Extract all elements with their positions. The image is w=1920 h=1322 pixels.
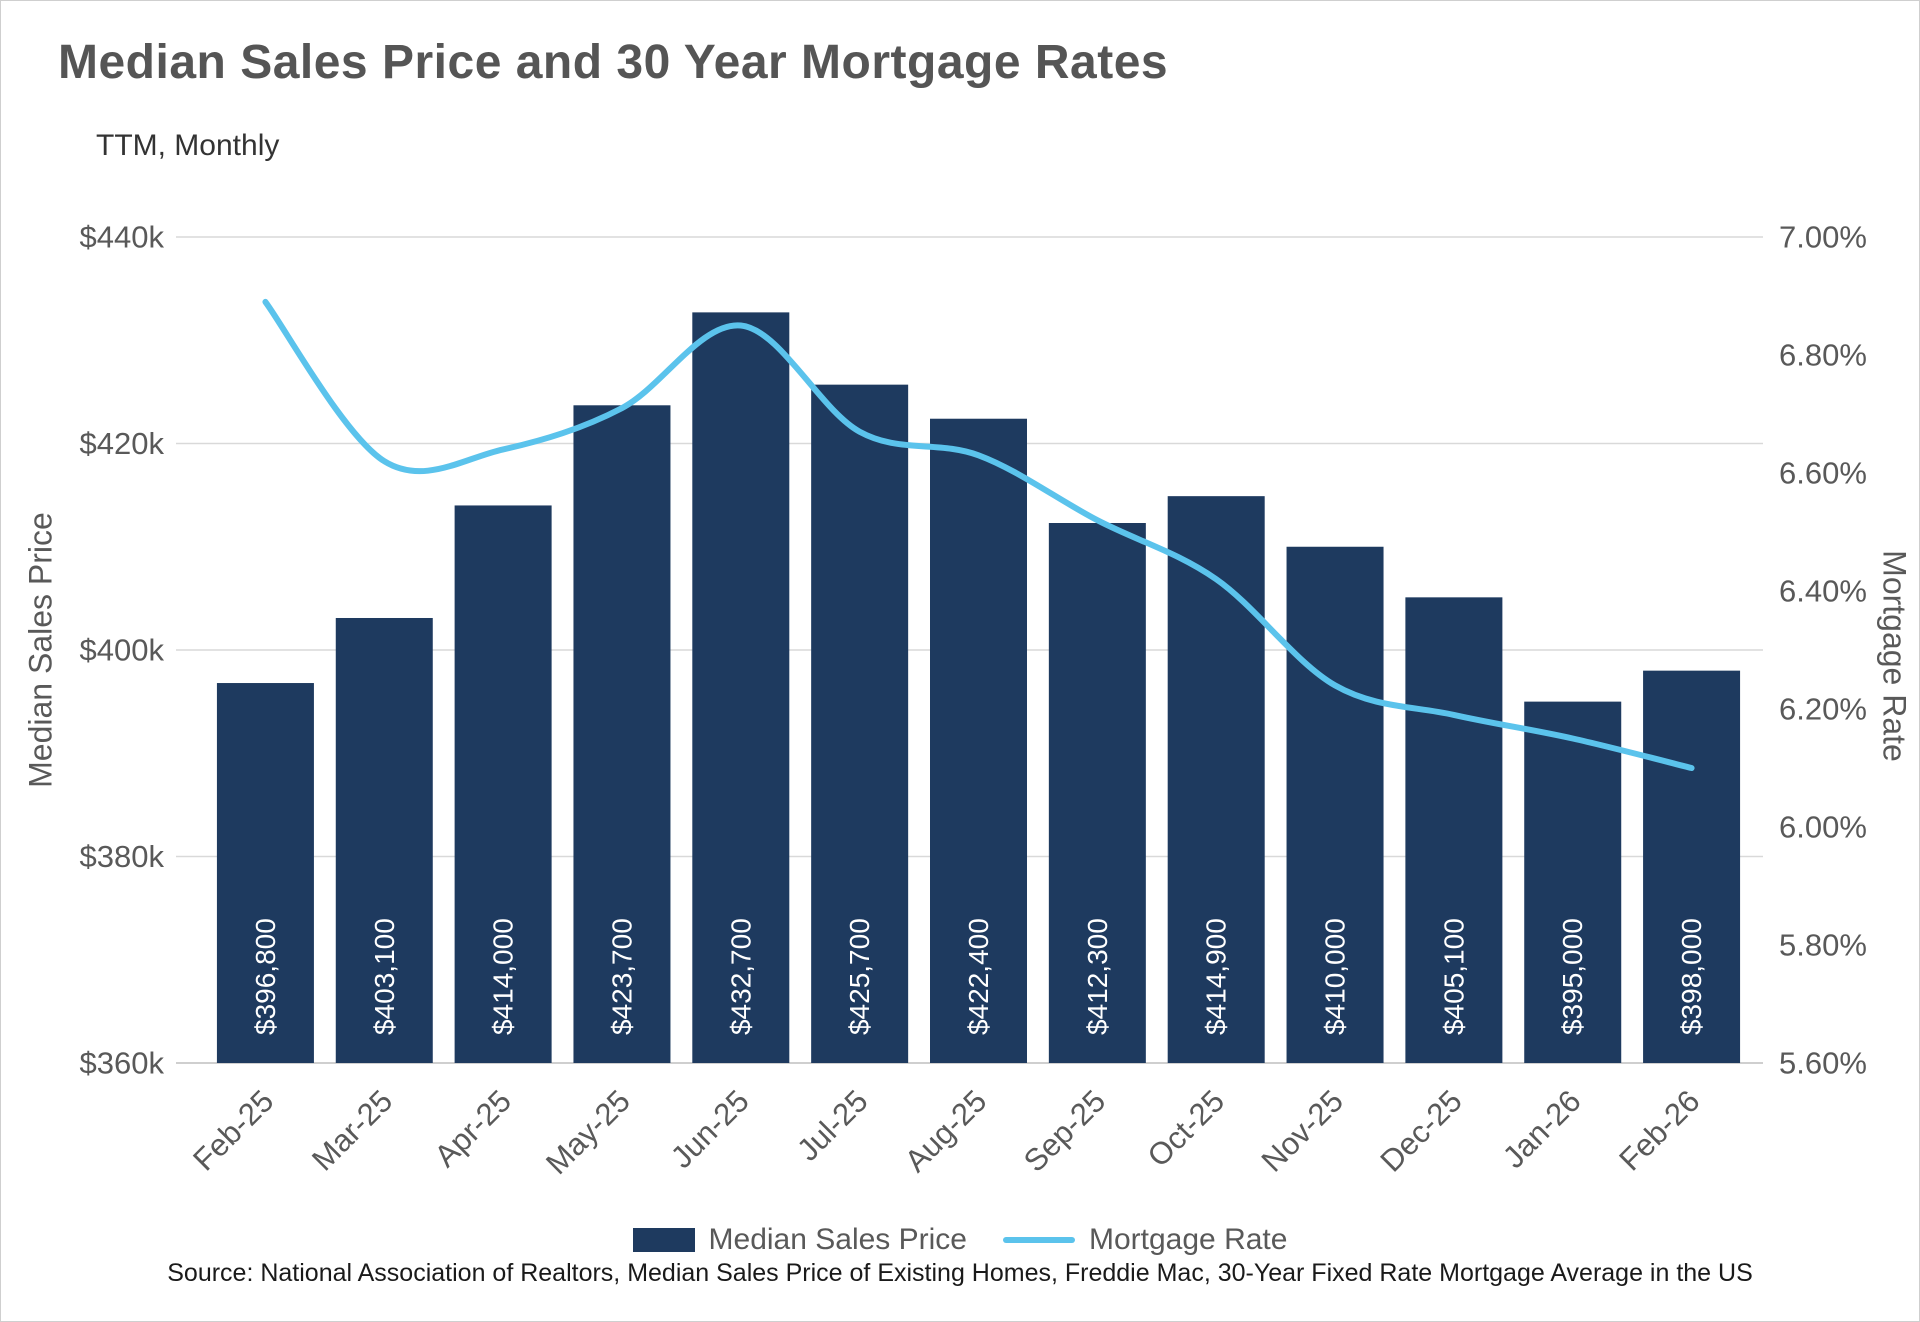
bar (216, 683, 314, 1063)
x-axis-tick-label: Mar-25 (305, 1083, 399, 1177)
y2-axis-tick-label: 6.20% (1779, 692, 1867, 727)
bar-value-label: $422,400 (963, 918, 994, 1035)
bar (692, 312, 790, 1063)
bar-value-label: $405,100 (1438, 918, 1469, 1035)
x-axis-tick-label: Aug-25 (898, 1083, 993, 1178)
bar-value-label: $410,000 (1320, 918, 1351, 1035)
bar (930, 418, 1027, 1064)
y-axis-tick-label: $360k (80, 1046, 165, 1081)
x-axis-tick-label: Nov-25 (1255, 1083, 1350, 1178)
bar (1048, 523, 1146, 1063)
bar-value-label: $398,000 (1676, 918, 1707, 1035)
bar (811, 384, 909, 1064)
bar-value-label: $432,700 (725, 918, 756, 1035)
source-note: Source: National Association of Realtors… (167, 1259, 1753, 1287)
y-axis-tick-label: $380k (80, 839, 165, 874)
y2-axis-tick-label: 6.80% (1779, 338, 1867, 373)
y2-axis-tick-label: 6.00% (1779, 810, 1867, 845)
bar (454, 505, 552, 1063)
bar (335, 617, 433, 1063)
bar (1167, 496, 1265, 1064)
legend-item-mortgage-rate: Mortgage Rate (1003, 1223, 1287, 1257)
bar (1286, 546, 1384, 1063)
legend: Median Sales Price Mortgage Rate (1, 1223, 1919, 1257)
y2-axis-tick-label: 6.60% (1779, 456, 1867, 491)
bar-value-label: $395,000 (1557, 918, 1588, 1035)
line-swatch-icon (1003, 1237, 1075, 1243)
bar (1524, 701, 1622, 1063)
x-axis-tick-label: Feb-25 (186, 1083, 280, 1177)
legend-label-mortgage-rate: Mortgage Rate (1089, 1223, 1288, 1256)
chart-subtitle: TTM, Monthly (96, 129, 280, 162)
x-axis-tick-label: Apr-25 (428, 1083, 519, 1174)
chart-title: Median Sales Price and 30 Year Mortgage … (58, 36, 1169, 89)
y2-axis-tick-label: 7.00% (1779, 220, 1867, 255)
bar-value-label: $396,800 (250, 918, 281, 1035)
bar-value-label: $423,700 (606, 918, 637, 1035)
bar (573, 405, 671, 1063)
x-axis-tick-label: May-25 (539, 1083, 637, 1181)
bar-value-label: $414,900 (1201, 918, 1232, 1035)
bar-swatch-icon (632, 1228, 695, 1252)
x-axis-tick-label: Oct-25 (1141, 1083, 1232, 1174)
legend-label-median-sales-price: Median Sales Price (708, 1223, 967, 1256)
y2-axis-tick-label: 5.60% (1779, 1046, 1867, 1081)
y-axis-tick-label: $440k (80, 220, 165, 255)
bar-value-label: $412,300 (1082, 918, 1113, 1035)
y2-axis-tick-label: 5.80% (1779, 928, 1867, 963)
bar-value-label: $414,000 (488, 918, 519, 1035)
y-axis-tick-label: $420k (80, 426, 165, 461)
y-axis-tick-label: $400k (80, 633, 165, 668)
x-axis-tick-label: Feb-26 (1612, 1083, 1706, 1177)
y2-axis-tick-label: 6.40% (1779, 574, 1867, 609)
x-axis-tick-label: Jun-25 (664, 1083, 756, 1175)
bar (1643, 670, 1741, 1063)
x-axis-tick-label: Jul-25 (790, 1083, 874, 1167)
mortgage-rate-line (262, 298, 1695, 771)
bar-value-label: $425,700 (844, 918, 875, 1035)
legend-item-median-sales-price: Median Sales Price (632, 1223, 967, 1257)
bar (1405, 597, 1503, 1063)
x-axis-tick-label: Sep-25 (1017, 1083, 1112, 1178)
bar-value-label: $403,100 (369, 918, 400, 1035)
x-axis-tick-label: Dec-25 (1373, 1083, 1468, 1178)
x-axis-tick-label: Jan-26 (1496, 1083, 1588, 1175)
